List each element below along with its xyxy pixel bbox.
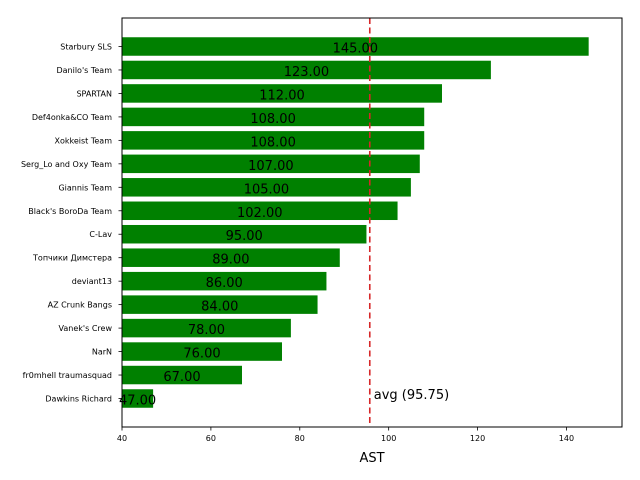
category-tick-label: Danilo's Team — [56, 66, 112, 75]
bar-value-label: 89.00 — [212, 253, 249, 268]
category-tick-label: Giannis Team — [58, 183, 112, 192]
x-axis-ticks-group: 40 60 80 100 120 140 — [117, 427, 574, 443]
x-tick-label: 80 — [295, 434, 305, 443]
bar — [122, 248, 340, 267]
bar — [122, 60, 491, 80]
bar-value-label: 102.00 — [237, 206, 283, 221]
plot-area-frame — [121, 17, 623, 428]
category-tick-label: Def4onka&CO Team — [32, 113, 112, 122]
category-tick-label: fr0mhell traumasquad — [23, 371, 112, 380]
category-tick-label: SPARTAN — [76, 89, 112, 98]
category-tick-label: Dawkins Richard — [45, 395, 112, 404]
bar-value-label: 145.00 — [333, 42, 379, 57]
bar-value-label: 95.00 — [226, 229, 263, 244]
x-tick-label: 140 — [559, 434, 574, 443]
bar — [122, 201, 398, 221]
bar-value-label: 108.00 — [250, 135, 296, 150]
category-tick-label: Vanek's Crew — [59, 324, 113, 333]
bar — [122, 295, 318, 314]
bar — [122, 318, 291, 338]
x-tick-label: 100 — [381, 434, 396, 443]
bar-value-label: 107.00 — [248, 159, 294, 174]
bar — [122, 271, 327, 291]
bar — [122, 178, 411, 197]
x-tick-label: 120 — [470, 434, 485, 443]
category-tick-label: deviant13 — [72, 277, 112, 286]
bar-value-label: 47.00 — [119, 394, 156, 409]
average-label: avg (95.75) — [374, 388, 449, 403]
x-axis-title: AST — [359, 451, 384, 466]
bar — [122, 37, 589, 56]
bar — [122, 154, 420, 174]
bar-value-label: 78.00 — [188, 323, 225, 338]
category-tick-label: Топчики Димстера — [32, 254, 112, 263]
bar — [122, 342, 282, 361]
bar — [122, 365, 242, 385]
bar-value-label: 112.00 — [259, 88, 305, 103]
bar — [122, 107, 425, 127]
bar — [122, 131, 425, 150]
category-tick-label: Black's BoroDa Team — [28, 207, 112, 216]
category-tick-label: Serg_Lo and Oxy Team — [21, 160, 112, 169]
bar-value-label: 76.00 — [183, 347, 220, 362]
bar-value-label: 105.00 — [244, 182, 290, 197]
bar — [122, 389, 154, 408]
category-tick-label: Starbury SLS — [60, 43, 112, 52]
bar-value-label: 123.00 — [284, 65, 330, 80]
bar-value-label: 84.00 — [201, 300, 238, 315]
x-tick-label: 60 — [206, 434, 216, 443]
bar-value-label: 86.00 — [206, 276, 243, 291]
bars-group — [122, 37, 589, 408]
category-tick-label: Xokkeist Team — [55, 136, 113, 145]
bar — [122, 84, 442, 103]
category-labels-group: Starbury SLS Danilo's Team SPARTAN Def4onka… — [21, 43, 122, 404]
bar-value-label: 67.00 — [163, 370, 200, 385]
category-tick-label: AZ Crunk Bangs — [48, 301, 112, 310]
category-tick-label: C-Lav — [89, 230, 112, 239]
bar — [122, 224, 367, 244]
x-tick-label: 40 — [117, 434, 127, 443]
category-tick-label: NarN — [92, 348, 112, 357]
bar-value-label: 108.00 — [250, 112, 296, 127]
